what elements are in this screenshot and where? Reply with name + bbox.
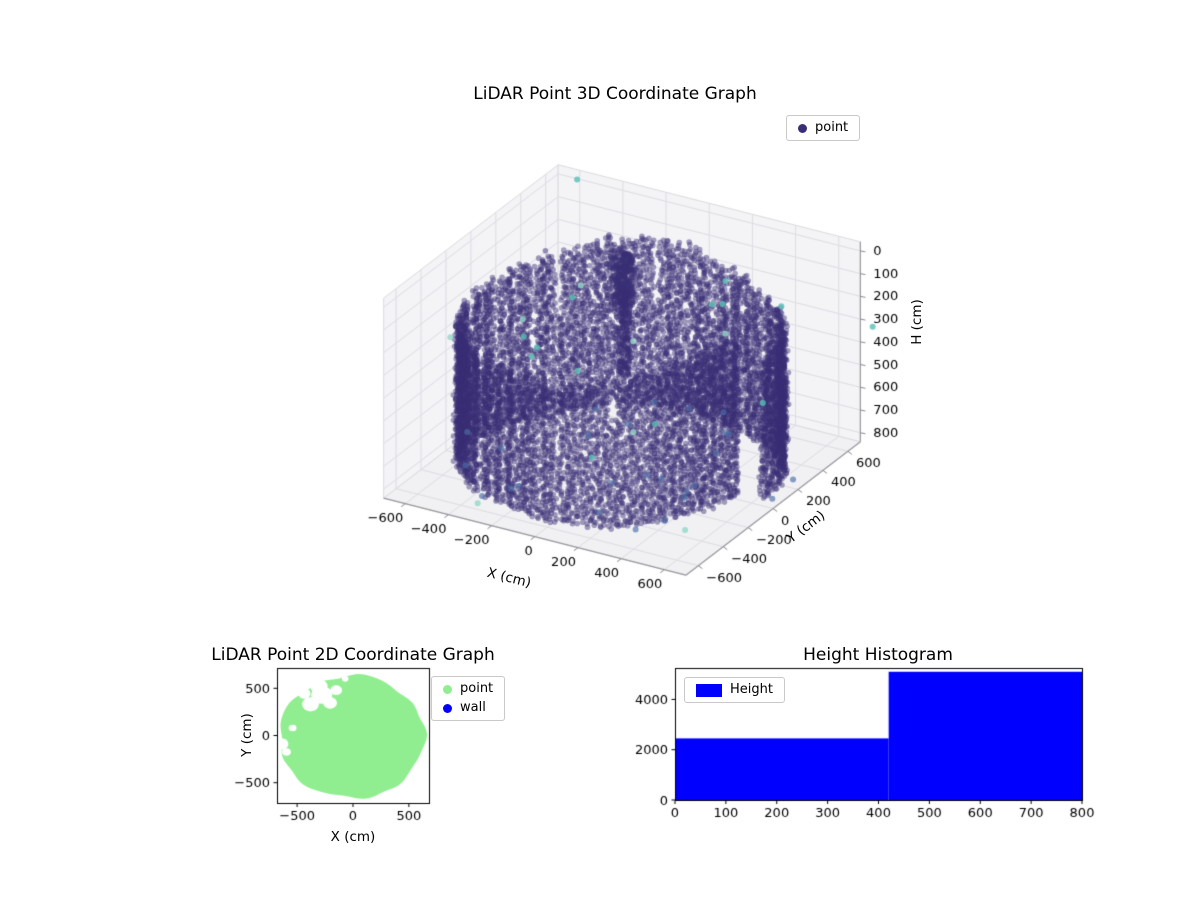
scatter2d-title: LiDAR Point 2D Coordinate Graph bbox=[211, 645, 495, 665]
legend-row: Height bbox=[696, 682, 773, 698]
scatter2d-legend: point wall bbox=[431, 676, 506, 721]
height-patch-icon bbox=[696, 683, 722, 697]
scatter3d-zlabel: H (cm) bbox=[909, 299, 925, 345]
legend-label-point: point bbox=[460, 681, 494, 696]
scatter3d-title: LiDAR Point 3D Coordinate Graph bbox=[473, 84, 757, 104]
scatter2d-ylabel: Y (cm) bbox=[239, 713, 255, 757]
legend-label-wall: wall bbox=[460, 700, 486, 715]
histogram-legend: Height bbox=[684, 677, 785, 703]
legend-row: point bbox=[798, 120, 848, 136]
legend-row: point bbox=[443, 681, 493, 697]
legend-label-height: Height bbox=[730, 682, 773, 697]
scatter3d-legend: point bbox=[786, 115, 861, 141]
point-marker-icon bbox=[798, 123, 807, 133]
legend-label-point: point bbox=[815, 120, 849, 135]
histogram-title: Height Histogram bbox=[803, 645, 953, 665]
wall-marker-icon bbox=[443, 703, 452, 713]
point-marker-icon bbox=[443, 684, 452, 694]
legend-row: wall bbox=[443, 700, 493, 716]
scatter2d-xlabel: X (cm) bbox=[330, 829, 376, 845]
